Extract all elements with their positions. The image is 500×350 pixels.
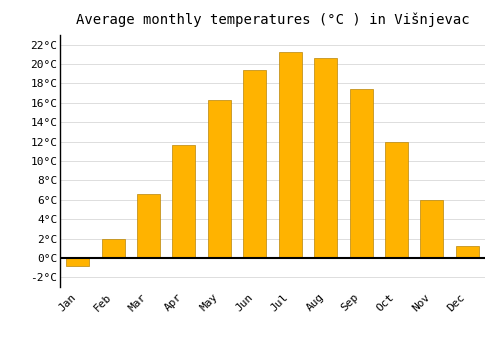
Bar: [420, 200, 444, 258]
Bar: [278, 52, 301, 258]
Bar: [137, 194, 160, 258]
Bar: [102, 239, 124, 258]
Bar: [350, 89, 372, 258]
Bar: [66, 258, 89, 266]
Bar: [456, 246, 479, 258]
Bar: [172, 146, 196, 258]
Bar: [208, 100, 231, 258]
Bar: [314, 58, 337, 258]
Bar: [385, 142, 408, 258]
Bar: [244, 70, 266, 258]
Title: Average monthly temperatures (°C ) in Višnjevac: Average monthly temperatures (°C ) in Vi…: [76, 12, 469, 27]
